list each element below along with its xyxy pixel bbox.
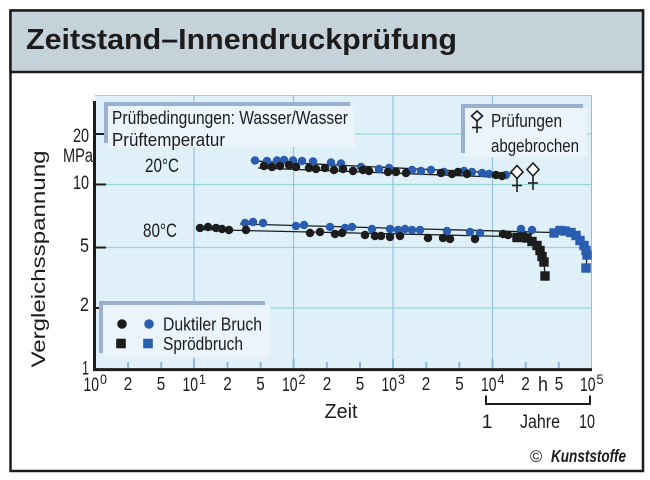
svg-text:5: 5 bbox=[80, 236, 89, 257]
svg-text:10: 10 bbox=[183, 375, 199, 396]
svg-text:10: 10 bbox=[382, 375, 398, 396]
svg-text:80°C: 80°C bbox=[143, 220, 177, 242]
svg-text:©: © bbox=[530, 448, 542, 466]
svg-text:Jahre: Jahre bbox=[520, 412, 560, 433]
svg-text:5: 5 bbox=[555, 374, 564, 394]
svg-text:0: 0 bbox=[100, 371, 107, 387]
svg-text:Prüfbedingungen: Wasser/Wasser: Prüfbedingungen: Wasser/Wasser bbox=[112, 107, 348, 128]
svg-text:20°C: 20°C bbox=[145, 155, 179, 177]
svg-text:10: 10 bbox=[579, 412, 595, 433]
svg-text:Zeitstand–Innendruckprüfung: Zeitstand–Innendruckprüfung bbox=[26, 24, 457, 56]
svg-text:20: 20 bbox=[73, 126, 89, 147]
svg-text:2: 2 bbox=[124, 374, 133, 394]
svg-text:10: 10 bbox=[282, 375, 298, 396]
svg-text:4: 4 bbox=[498, 371, 505, 387]
svg-text:2: 2 bbox=[299, 371, 306, 387]
svg-text:10: 10 bbox=[481, 375, 497, 396]
svg-text:1: 1 bbox=[199, 371, 206, 387]
svg-text:2: 2 bbox=[521, 374, 530, 394]
svg-text:h: h bbox=[538, 374, 548, 396]
svg-text:5: 5 bbox=[256, 374, 265, 394]
svg-text:3: 3 bbox=[398, 371, 405, 387]
svg-text:10: 10 bbox=[580, 375, 596, 396]
svg-text:5: 5 bbox=[157, 374, 166, 394]
svg-text:Zeit: Zeit bbox=[325, 401, 358, 423]
svg-text:5: 5 bbox=[356, 374, 365, 394]
svg-text:1: 1 bbox=[82, 359, 89, 380]
svg-text:Kunststoffe: Kunststoffe bbox=[551, 446, 626, 466]
svg-text:10: 10 bbox=[84, 375, 100, 396]
svg-text:2: 2 bbox=[422, 374, 431, 394]
svg-text:2: 2 bbox=[223, 374, 232, 394]
svg-text:Sprödbruch: Sprödbruch bbox=[163, 333, 243, 354]
svg-text:abgebrochen: abgebrochen bbox=[491, 135, 579, 156]
svg-text:5: 5 bbox=[455, 374, 464, 394]
svg-text:10: 10 bbox=[73, 173, 89, 194]
svg-text:Duktiler Bruch: Duktiler Bruch bbox=[163, 314, 262, 335]
svg-text:2: 2 bbox=[323, 374, 332, 394]
svg-text:Prüfungen: Prüfungen bbox=[491, 110, 562, 131]
svg-text:Prüftemperatur: Prüftemperatur bbox=[112, 129, 225, 150]
svg-text:MPa: MPa bbox=[63, 146, 93, 167]
svg-text:5: 5 bbox=[597, 371, 604, 387]
svg-text:2: 2 bbox=[80, 295, 89, 316]
svg-text:1: 1 bbox=[482, 412, 493, 433]
svg-text:Vergleichsspannung: Vergleichsspannung bbox=[29, 151, 50, 368]
